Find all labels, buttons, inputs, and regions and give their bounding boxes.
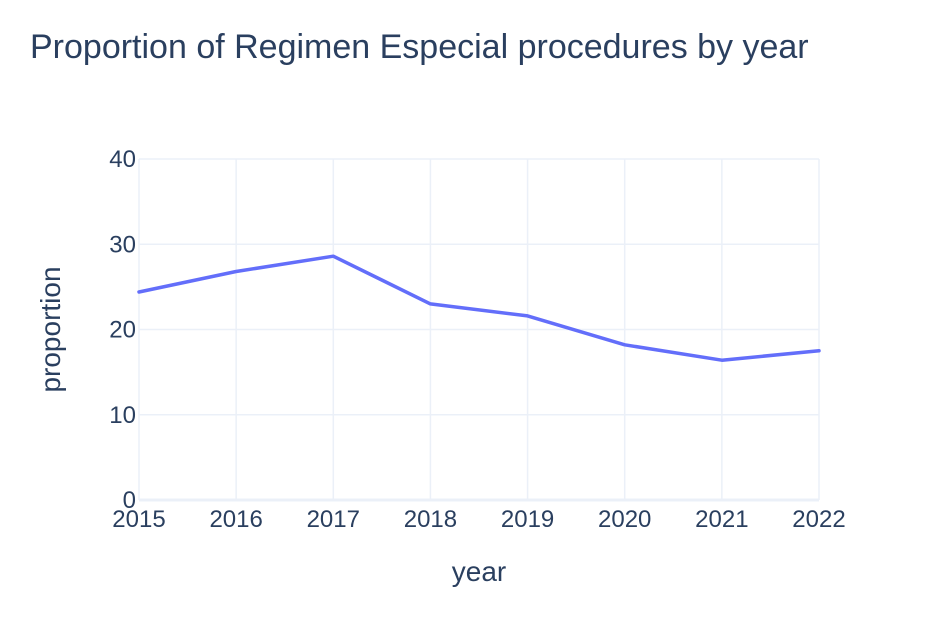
x-axis-ticks: 2015 2016 2017 2018 2019 2020 2021 2022 bbox=[112, 506, 845, 533]
series-group bbox=[137, 254, 821, 362]
x-tick-label-2021: 2021 bbox=[695, 506, 748, 533]
x-tick-label-2018: 2018 bbox=[404, 506, 457, 533]
y-tick-label-20: 20 bbox=[109, 317, 136, 344]
x-tick-label-2019: 2019 bbox=[501, 506, 554, 533]
y-tick-label-0: 0 bbox=[123, 487, 136, 514]
x-tick-label-2015: 2015 bbox=[112, 506, 165, 533]
grid-lines bbox=[138, 158, 820, 502]
y-tick-label-30: 30 bbox=[109, 231, 136, 258]
y-axis-ticks: 0 10 20 30 40 bbox=[109, 146, 136, 514]
x-tick-label-2016: 2016 bbox=[209, 506, 262, 533]
y-axis-title: proportion bbox=[35, 266, 66, 392]
x-tick-label-2022: 2022 bbox=[792, 506, 845, 533]
chart-title: Proportion of Regimen Especial procedure… bbox=[30, 28, 809, 66]
x-tick-label-2017: 2017 bbox=[307, 506, 360, 533]
y-tick-label-40: 40 bbox=[109, 146, 136, 173]
series-line-0 bbox=[137, 254, 821, 362]
x-axis-title: year bbox=[452, 556, 506, 587]
y-tick-label-10: 10 bbox=[109, 402, 136, 429]
x-tick-label-2020: 2020 bbox=[598, 506, 651, 533]
